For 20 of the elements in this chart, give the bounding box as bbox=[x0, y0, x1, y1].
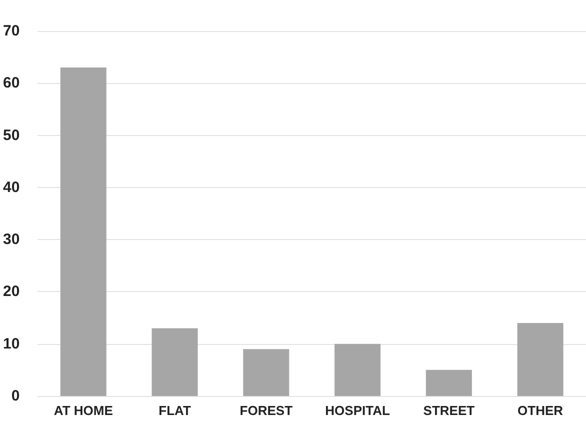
bar bbox=[243, 349, 290, 396]
bar bbox=[60, 68, 106, 396]
x-tick-label: FOREST bbox=[240, 403, 293, 418]
bar bbox=[426, 370, 472, 396]
y-tick-label: 20 bbox=[2, 283, 20, 300]
x-tick-label: AT HOME bbox=[54, 403, 114, 418]
y-tick-label: 70 bbox=[2, 22, 20, 40]
bar bbox=[334, 344, 381, 396]
bar bbox=[152, 328, 198, 396]
y-tick-label: 60 bbox=[2, 74, 20, 92]
x-tick-label: FLAT bbox=[158, 403, 191, 418]
x-tick-label: HOSPITAL bbox=[325, 403, 390, 418]
bar bbox=[517, 323, 564, 396]
x-tick-label: OTHER bbox=[518, 403, 564, 418]
y-tick-label: 30 bbox=[2, 231, 20, 248]
y-tick-label: 10 bbox=[2, 335, 20, 352]
y-tick-label: 40 bbox=[2, 178, 20, 196]
y-tick-label: 0 bbox=[11, 388, 20, 404]
y-tick-label: 50 bbox=[2, 126, 20, 144]
x-tick-label: STREET bbox=[423, 403, 475, 418]
